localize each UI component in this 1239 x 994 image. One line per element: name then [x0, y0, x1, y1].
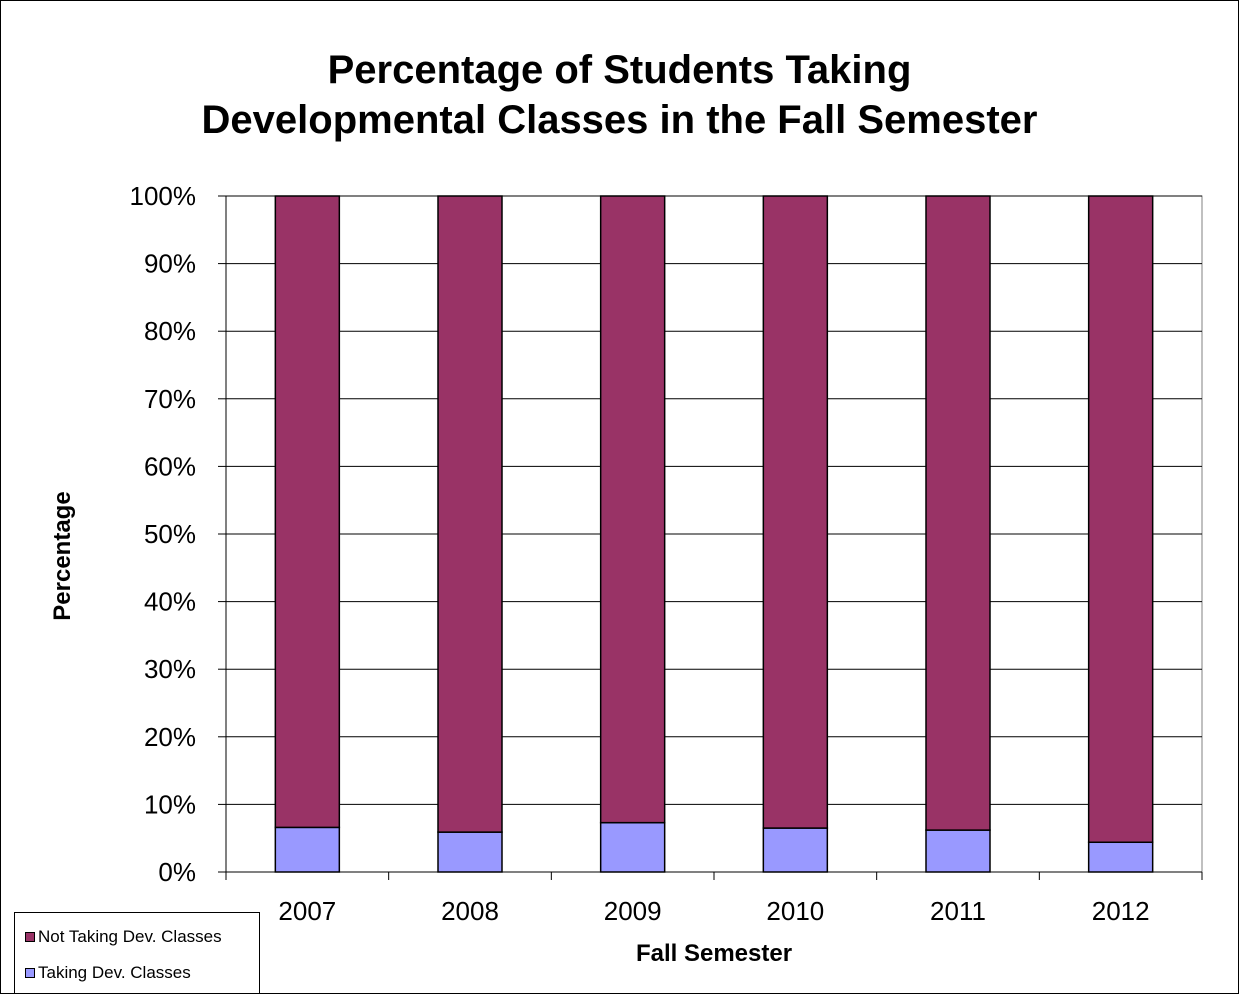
y-tick-label: 30%	[144, 654, 196, 684]
y-tick-label: 50%	[144, 519, 196, 549]
legend: Not Taking Dev. Classes Taking Dev. Clas…	[14, 912, 260, 994]
bar-taking-2011	[925, 829, 991, 873]
x-tick-label: 2008	[441, 896, 499, 926]
bar-taking-2009	[599, 821, 666, 873]
x-tick-label: 2010	[766, 896, 824, 926]
bar-not-taking-2011	[925, 195, 991, 831]
y-tick-label: 100%	[130, 181, 197, 211]
bar-not-taking-2008	[437, 195, 503, 833]
x-tick-label: 2011	[930, 896, 986, 926]
legend-item-taking: Taking Dev. Classes	[25, 963, 191, 983]
x-tick-label: 2007	[278, 896, 336, 926]
bar-not-taking-2009	[599, 195, 666, 824]
chart-title-line-2: Developmental Classes in the Fall Semest…	[201, 98, 1038, 142]
y-tick-label: 0%	[158, 857, 196, 887]
y-tick-label: 70%	[144, 384, 196, 414]
legend-swatch-taking	[25, 968, 35, 978]
y-tick-label: 40%	[144, 587, 196, 617]
bar-not-taking-2010	[762, 195, 829, 829]
y-axis-title: Percentage	[49, 491, 76, 620]
legend-item-not-taking: Not Taking Dev. Classes	[25, 927, 222, 947]
x-axis-title: Fall Semester	[636, 940, 792, 967]
legend-label-not-taking: Not Taking Dev. Classes	[38, 927, 222, 946]
legend-label-taking: Taking Dev. Classes	[38, 963, 191, 982]
bar-not-taking-2012	[1087, 195, 1154, 844]
bar-taking-2008	[437, 831, 503, 873]
bar-taking-2012	[1087, 841, 1154, 873]
bar-not-taking-2007	[274, 195, 341, 829]
y-tick-label: 60%	[144, 451, 196, 481]
y-tick-label: 80%	[144, 316, 196, 346]
chart-title-line-1: Percentage of Students Taking	[327, 48, 912, 92]
x-tick-label: 2009	[604, 896, 662, 926]
y-tick-label: 10%	[144, 789, 196, 819]
y-tick-label: 20%	[144, 722, 196, 752]
bar-taking-2010	[762, 827, 829, 873]
x-tick-label: 2012	[1092, 896, 1150, 926]
bar-taking-2007	[274, 826, 341, 873]
legend-swatch-not-taking	[25, 932, 35, 942]
y-tick-label: 90%	[144, 249, 196, 279]
